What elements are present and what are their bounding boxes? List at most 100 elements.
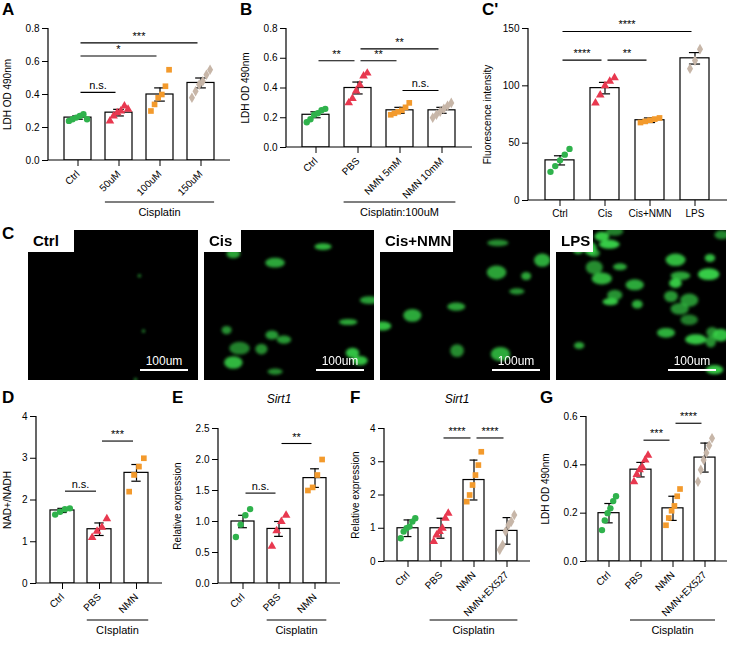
svg-text:0.2: 0.2 — [264, 112, 278, 123]
svg-text:**: ** — [292, 431, 301, 443]
svg-text:50uM: 50uM — [97, 168, 122, 193]
svg-text:0.5: 0.5 — [196, 547, 210, 558]
svg-text:0.6: 0.6 — [264, 52, 278, 63]
svg-text:0: 0 — [22, 578, 28, 589]
svg-text:****: **** — [680, 410, 698, 422]
svg-text:***: *** — [650, 427, 664, 439]
svg-text:**: ** — [395, 36, 404, 48]
svg-text:n.s.: n.s. — [89, 79, 107, 91]
svg-text:Cis+NMN: Cis+NMN — [385, 232, 451, 249]
svg-text:Ctrl: Ctrl — [393, 569, 412, 588]
svg-text:Cis: Cis — [209, 232, 232, 249]
svg-text:LPS: LPS — [686, 208, 705, 219]
svg-text:0.2: 0.2 — [564, 507, 578, 518]
svg-text:***: *** — [111, 428, 125, 440]
svg-text:PBS: PBS — [623, 569, 645, 591]
svg-text:100: 100 — [503, 80, 520, 91]
svg-text:50: 50 — [508, 137, 520, 148]
svg-text:PBS: PBS — [423, 569, 445, 591]
svg-text:CIsplatin: CIsplatin — [96, 624, 139, 636]
svg-text:NMN: NMN — [454, 569, 478, 593]
svg-text:0.2: 0.2 — [26, 122, 40, 133]
svg-text:NMN: NMN — [116, 591, 140, 615]
svg-text:NMN: NMN — [653, 569, 677, 593]
svg-text:3: 3 — [370, 456, 376, 467]
svg-text:Cisplatin: Cisplatin — [275, 624, 317, 636]
svg-text:NMN+EX527: NMN+EX527 — [659, 569, 709, 619]
svg-text:Ctrl: Ctrl — [594, 569, 613, 588]
svg-text:***: *** — [133, 30, 147, 42]
svg-text:LDH OD 490nm: LDH OD 490nm — [240, 52, 251, 123]
svg-text:0.0: 0.0 — [26, 155, 40, 166]
svg-text:2.0: 2.0 — [196, 454, 210, 465]
svg-text:**: ** — [374, 48, 383, 60]
svg-text:NMN: NMN — [295, 591, 319, 615]
svg-text:**: ** — [332, 48, 341, 60]
svg-text:Relative expression: Relative expression — [350, 451, 361, 538]
svg-text:PBS: PBS — [340, 155, 362, 177]
svg-text:1.0: 1.0 — [196, 516, 210, 527]
svg-text:****: **** — [481, 425, 499, 437]
svg-text:100um: 100um — [322, 354, 359, 368]
svg-text:Cisplatin:100uM: Cisplatin:100uM — [360, 206, 439, 218]
svg-text:Cis: Cis — [598, 208, 612, 219]
svg-text:0.4: 0.4 — [564, 459, 578, 470]
svg-text:*: * — [116, 43, 121, 55]
svg-text:4: 4 — [370, 423, 376, 434]
svg-text:3: 3 — [22, 452, 28, 463]
svg-text:0.6: 0.6 — [564, 411, 578, 422]
svg-text:Cisplatin: Cisplatin — [138, 206, 180, 218]
svg-text:Sirt1: Sirt1 — [267, 392, 292, 406]
svg-text:100um: 100um — [146, 354, 183, 368]
svg-text:Ctrl: Ctrl — [33, 232, 59, 249]
svg-text:LPS: LPS — [561, 232, 590, 249]
svg-text:NMN+EX527: NMN+EX527 — [461, 569, 511, 619]
svg-text:Cisplatin: Cisplatin — [452, 624, 494, 636]
svg-text:Ctrl: Ctrl — [47, 591, 66, 610]
svg-text:Relative expression: Relative expression — [172, 462, 183, 549]
svg-text:0.8: 0.8 — [26, 23, 40, 34]
svg-text:**: ** — [623, 47, 632, 59]
svg-text:1: 1 — [370, 522, 376, 533]
svg-text:Sirt1: Sirt1 — [445, 392, 470, 406]
svg-text:0.4: 0.4 — [26, 89, 40, 100]
svg-text:PBS: PBS — [261, 591, 283, 613]
svg-text:PBS: PBS — [81, 591, 103, 613]
svg-text:0.0: 0.0 — [196, 578, 210, 589]
svg-text:0: 0 — [514, 195, 520, 206]
svg-text:Ctrl: Ctrl — [228, 591, 247, 610]
svg-text:100um: 100um — [674, 354, 711, 368]
svg-text:150uM: 150uM — [175, 168, 204, 197]
svg-text:1: 1 — [22, 536, 28, 547]
svg-text:****: **** — [573, 47, 591, 59]
svg-text:Ctrl: Ctrl — [301, 155, 320, 174]
svg-text:2.5: 2.5 — [196, 423, 210, 434]
svg-text:0.8: 0.8 — [264, 23, 278, 34]
svg-text:0.0: 0.0 — [564, 556, 578, 567]
svg-text:NMN 10mM: NMN 10mM — [400, 155, 445, 200]
svg-text:2: 2 — [370, 489, 376, 500]
svg-text:0.4: 0.4 — [264, 82, 278, 93]
svg-text:Fluorescence intensity: Fluorescence intensity — [482, 65, 493, 165]
svg-text:100um: 100um — [498, 354, 535, 368]
svg-text:LDH OD 490nm: LDH OD 490nm — [2, 59, 13, 130]
svg-text:0: 0 — [370, 556, 376, 567]
svg-text:2: 2 — [22, 494, 28, 505]
svg-text:Ctrl: Ctrl — [63, 168, 82, 187]
svg-text:100uM: 100uM — [134, 168, 163, 197]
svg-text:n.s.: n.s. — [72, 478, 90, 490]
svg-text:4: 4 — [22, 411, 28, 422]
svg-text:n.s.: n.s. — [412, 77, 430, 89]
svg-text:1.5: 1.5 — [196, 485, 210, 496]
svg-text:****: **** — [618, 18, 636, 30]
svg-text:NAD+/NADH: NAD+/NADH — [2, 471, 13, 529]
svg-text:LDH OD 490nm: LDH OD 490nm — [540, 453, 551, 524]
svg-text:Cis+NMN: Cis+NMN — [628, 208, 671, 219]
svg-text:n.s.: n.s. — [252, 480, 270, 492]
svg-text:NMN 5mM: NMN 5mM — [362, 155, 404, 197]
svg-text:0.0: 0.0 — [264, 142, 278, 153]
svg-text:****: **** — [448, 425, 466, 437]
svg-text:150: 150 — [503, 23, 520, 34]
svg-text:Ctrl: Ctrl — [552, 208, 568, 219]
svg-text:0.6: 0.6 — [26, 56, 40, 67]
